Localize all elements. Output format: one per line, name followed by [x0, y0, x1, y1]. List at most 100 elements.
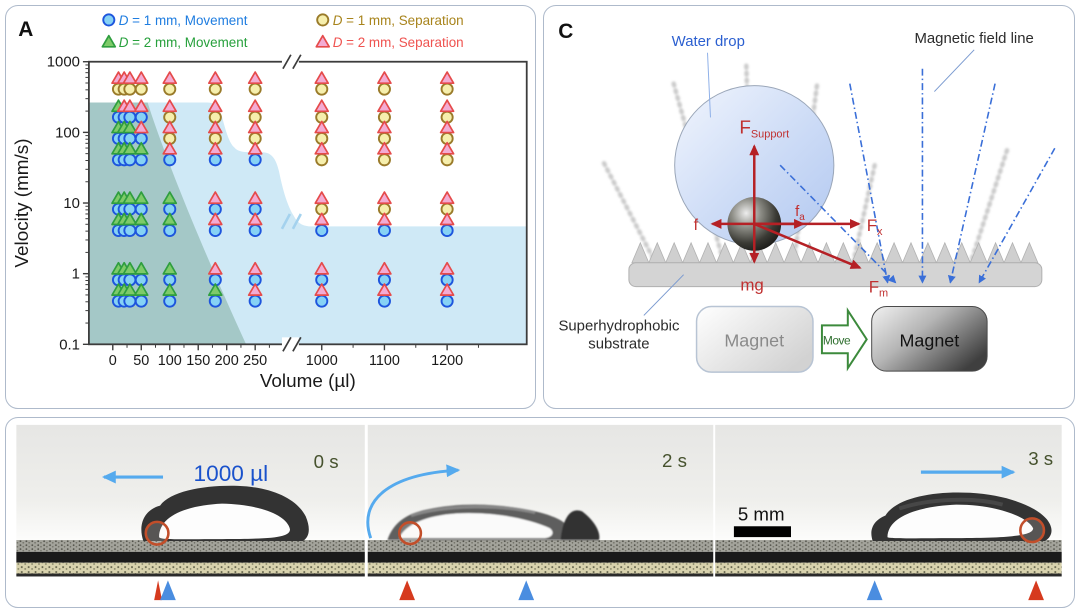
legend-label: D = 1 mm, Separation: [333, 13, 464, 28]
data-point-triangle-2mm: [207, 120, 223, 134]
data-point-circle-1mm: [123, 223, 137, 237]
substrate-black-layer: [367, 551, 714, 563]
scale-bar: [733, 526, 791, 538]
data-point-circle-1mm: [315, 153, 329, 167]
substrate-tan-layer: [715, 562, 1062, 574]
magnetic-field-line: [849, 83, 891, 284]
x-tick-label: 1100: [369, 353, 400, 369]
data-point-triangle-2mm: [122, 191, 138, 205]
data-point-triangle-2mm: [133, 191, 149, 205]
data-point-circle-1mm: [123, 82, 137, 96]
axis-break-slash: [282, 336, 292, 352]
legend-marker-d2mm_movement: [101, 34, 117, 48]
data-point-triangle-2mm: [247, 141, 263, 155]
substrate-spike: [1020, 241, 1039, 264]
blue-position-marker: [866, 580, 883, 601]
data-point-circle-1mm: [377, 223, 391, 237]
data-point-triangle-2mm: [122, 99, 138, 113]
gray-field-line: [961, 148, 1010, 285]
data-point-triangle-2mm: [314, 283, 330, 296]
data-point-triangle-2mm: [162, 71, 178, 85]
data-point-circle-1mm: [440, 82, 454, 96]
substrate-bottom-edge: [16, 573, 365, 577]
water-drop-pointer-line: [707, 52, 711, 118]
substrate-spike: [901, 241, 921, 264]
phase-diagram-chart: 0 50 100 150 200 250 1000 1100 12000.11101001000…: [12, 13, 528, 392]
particle-marker-circle: [144, 520, 170, 546]
x-tick-label: 100: [158, 353, 182, 369]
magnet-left-box: [695, 305, 814, 373]
legend-marker-d1mm_separation: [316, 13, 330, 27]
friction-force-label: f: [694, 217, 699, 234]
data-point-triangle-2mm: [207, 283, 223, 296]
data-point-triangle-2mm: [314, 120, 330, 134]
y-tick-label: 1000: [47, 54, 80, 71]
data-point-triangle-2mm: [439, 261, 455, 275]
substrate-spike: [1003, 241, 1022, 264]
legend-marker-d1mm_movement: [102, 13, 116, 27]
data-point-triangle-2mm: [162, 141, 178, 155]
data-point-triangle-2mm: [133, 283, 149, 296]
red-position-marker: [399, 580, 415, 601]
legend-marker-d2mm_separation: [315, 34, 331, 48]
data-point-triangle-2mm: [162, 261, 178, 275]
substrate-black-layer: [16, 551, 365, 563]
support-force-label: FSupport: [739, 117, 789, 140]
water-drop-label: Water drop: [672, 33, 745, 50]
substrate-bottom-edge: [715, 573, 1062, 577]
data-point-triangle-2mm: [122, 212, 138, 226]
data-point-triangle-2mm: [133, 212, 149, 226]
data-point-circle-1mm: [315, 294, 329, 308]
data-point-triangle-2mm: [377, 99, 392, 113]
movement-region-d1mm: [88, 102, 527, 345]
data-point-circle-1mm: [208, 153, 222, 167]
chart-legend: D = 1 mm, Movement D = 1 mm, Separation D …: [101, 13, 464, 50]
droplet-interior: [887, 504, 1034, 539]
data-point-triangle-2mm: [133, 120, 149, 134]
panel-b-photo-sequence: B 1000 µl 0 s: [5, 417, 1075, 608]
data-point-circle-1mm: [134, 294, 148, 308]
data-point-triangle-2mm: [162, 191, 178, 205]
substrate-spike: [682, 241, 701, 264]
data-point-triangle-2mm: [247, 261, 263, 275]
data-point-triangle-2mm: [122, 141, 138, 155]
magnetic-force-arrow: [753, 222, 862, 269]
data-point-circle-1mm: [134, 82, 148, 96]
substrate-surface-layer: [16, 540, 365, 552]
superhydrophobic-substrate-drawing: [628, 241, 1043, 288]
data-point-triangle-2mm: [207, 141, 223, 155]
data-point-triangle-2mm: [439, 212, 455, 226]
data-point-triangle-2mm: [314, 212, 330, 226]
data-point-triangle-2mm: [122, 261, 138, 275]
data-point-circle-1mm: [163, 82, 177, 96]
axis-break-slash: [282, 54, 292, 70]
region-break-slash: [280, 213, 292, 230]
data-point-triangle-2mm: [207, 71, 223, 85]
droplet-interior: [399, 513, 553, 539]
data-point-circle-1mm: [248, 294, 262, 308]
data-point-circle-1mm: [248, 153, 262, 167]
data-point-triangle-2mm: [247, 283, 263, 296]
photo-frame-3s: 3 s 5 mm: [715, 424, 1062, 577]
y-tick-label: 10: [63, 195, 80, 212]
fx-force-label: Fx: [867, 216, 883, 238]
magnet-right-box: [871, 306, 988, 372]
x-tick-label: 1000: [306, 353, 338, 369]
photo-frame-2s: 2 s: [366, 424, 714, 577]
data-point-triangle-2mm: [122, 71, 138, 85]
data-point-circle-1mm: [123, 153, 137, 167]
data-point-triangle-2mm: [314, 71, 330, 85]
data-point-triangle-2mm: [122, 120, 138, 134]
substrate-surface-layer: [715, 540, 1062, 552]
data-point-circle-1mm: [134, 153, 148, 167]
data-point-triangle-2mm: [377, 71, 392, 85]
substrate-spike: [665, 241, 684, 264]
data-point-triangle-2mm: [439, 283, 455, 296]
data-point-triangle-2mm: [439, 191, 455, 205]
substrate-spike: [783, 241, 802, 264]
data-point-triangle-2mm: [207, 261, 223, 275]
data-point-triangle-2mm: [162, 283, 178, 296]
panel-c-schematic: FSupport f fa Fx mg Fm C Water drop Magn…: [543, 5, 1075, 409]
time-label-3s: 3 s: [1028, 448, 1053, 469]
time-label-0s: 0 s: [314, 451, 339, 472]
